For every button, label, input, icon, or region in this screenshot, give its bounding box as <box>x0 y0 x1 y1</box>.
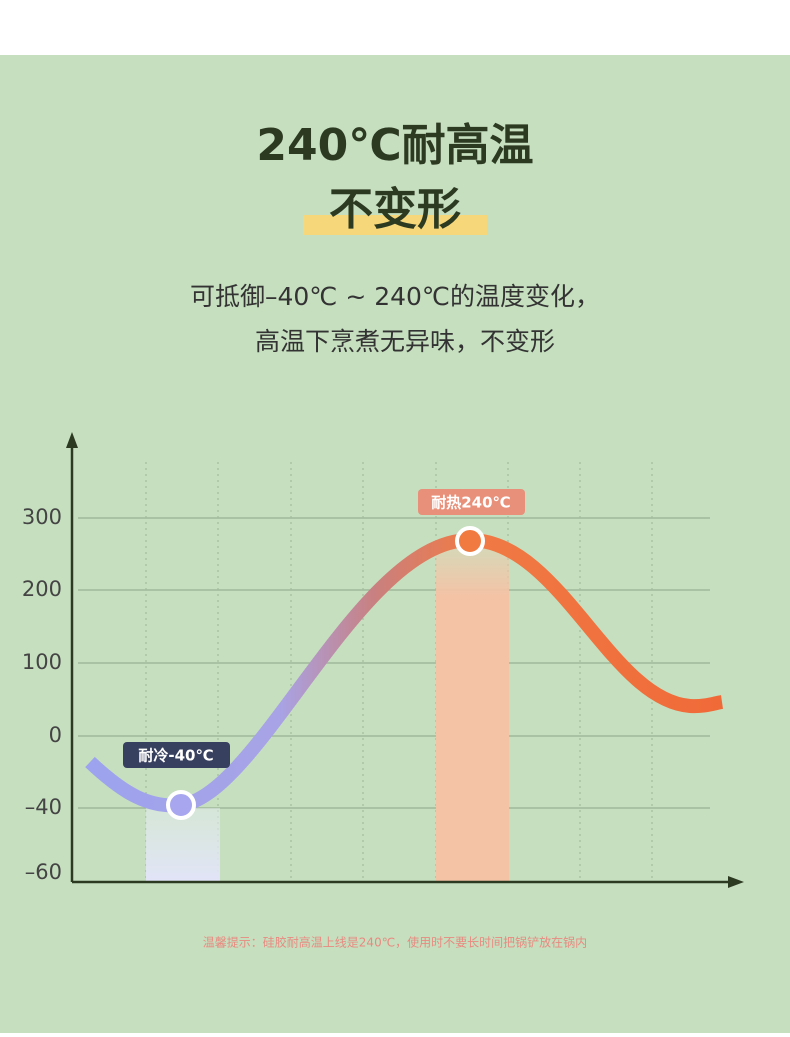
y-tick-label: 200 <box>22 577 62 601</box>
cold-bar <box>146 808 220 882</box>
highlight <box>303 215 487 235</box>
subtitle: 不变形 <box>329 184 461 235</box>
title: 240℃耐高温 <box>256 120 533 171</box>
horizontal-grid <box>78 517 710 809</box>
y-tick-label: –40 <box>25 795 62 819</box>
cold-marker <box>166 790 196 820</box>
description-line: 可抵御–40℃ ~ 240℃的温度变化， <box>190 282 600 311</box>
y-tick-label: 300 <box>22 505 62 529</box>
y-tick-label: 100 <box>22 650 62 674</box>
y-labels: 300 200 100 0 –40 –60 <box>22 505 62 884</box>
cold-label: 耐冷-40℃ <box>138 747 213 765</box>
hot-label-bg <box>418 489 525 515</box>
cold-label-bg <box>123 742 230 768</box>
hot-label: 耐热240℃ <box>431 494 510 512</box>
hot-bar <box>436 545 509 882</box>
description-line: 高温下烹煮无异味，不变形 <box>255 327 555 356</box>
y-tick-label: –60 <box>25 860 62 884</box>
axes <box>66 432 744 888</box>
footnote: 温馨提示：硅胶耐高温上线是240℃，使用时不要长时间把锅铲放在锅内 <box>203 935 587 950</box>
hot-marker <box>455 526 485 556</box>
top-band <box>0 0 790 55</box>
y-tick-label: 0 <box>49 723 62 747</box>
